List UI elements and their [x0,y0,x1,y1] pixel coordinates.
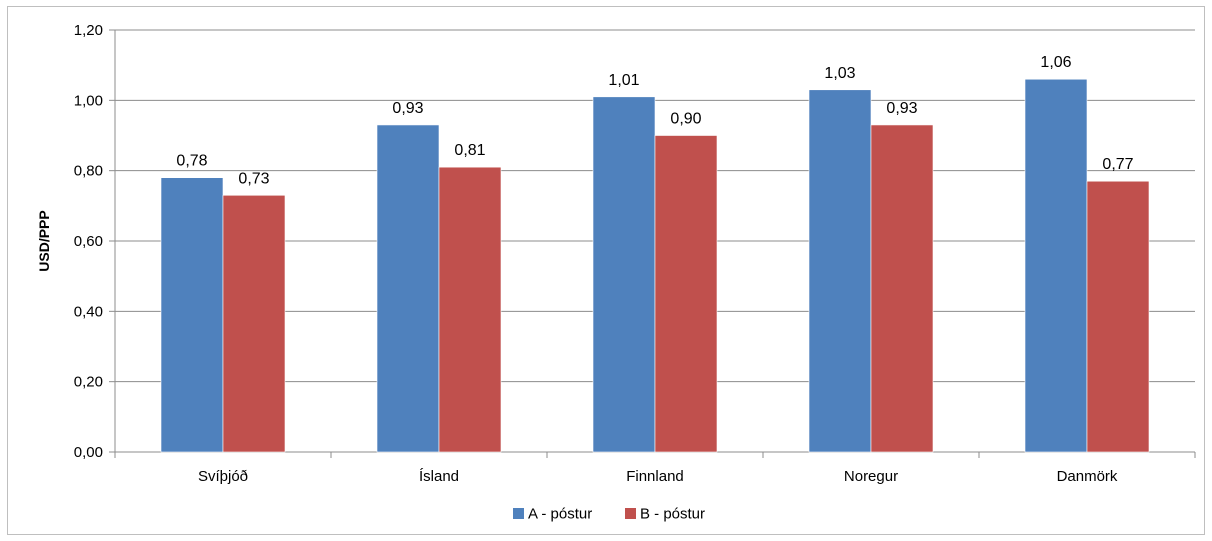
x-tick-label: Ísland [419,468,459,485]
y-tick-label: 0,40 [74,303,103,320]
data-label: 1,06 [1040,54,1071,71]
bar [222,194,286,453]
data-label: 1,01 [608,72,639,89]
legend-label: A - póstur [528,506,592,523]
data-label: 0,90 [670,111,701,128]
bar [1086,180,1150,453]
bar [808,89,872,453]
bar [1024,78,1088,453]
y-tick-label: 0,20 [74,374,103,391]
x-tick-label: Noregur [844,468,898,485]
x-tick-label: Svíþjóð [198,468,248,485]
data-label: 0,93 [886,100,917,117]
bar [376,124,440,453]
legend: A - póstur B - póstur [513,506,705,523]
legend-swatch [513,508,524,519]
y-tick-label: 0,80 [74,163,103,180]
bar [870,124,934,453]
bar [654,135,718,453]
data-label: 0,78 [176,153,207,170]
bars [160,78,1150,453]
data-label: 0,73 [238,170,269,187]
legend-swatch [625,508,636,519]
bar [160,177,224,453]
x-tick-label: Finnland [626,468,684,485]
y-axis-label: USD/PPP [36,210,52,271]
legend-label: B - póstur [640,506,705,523]
data-label: 1,03 [824,65,855,82]
y-tick-label: 0,00 [74,444,103,461]
y-tick-label: 0,60 [74,233,103,250]
data-label: 0,77 [1102,156,1133,173]
data-label: 0,81 [454,142,485,159]
data-label: 0,93 [392,100,423,117]
bar [592,96,656,453]
x-tick-label: Danmörk [1057,468,1118,485]
data-labels: 0,78 0,73 0,93 0,81 1,01 0,90 1,03 0,93 1,06 0,77 [176,54,1133,187]
x-axis-ticks: Svíþjóð Ísland Finnland Noregur Danmörk [114,452,1196,485]
bar [438,166,502,453]
y-tick-label: 1,20 [74,22,103,39]
y-tick-label: 1,00 [74,92,103,109]
